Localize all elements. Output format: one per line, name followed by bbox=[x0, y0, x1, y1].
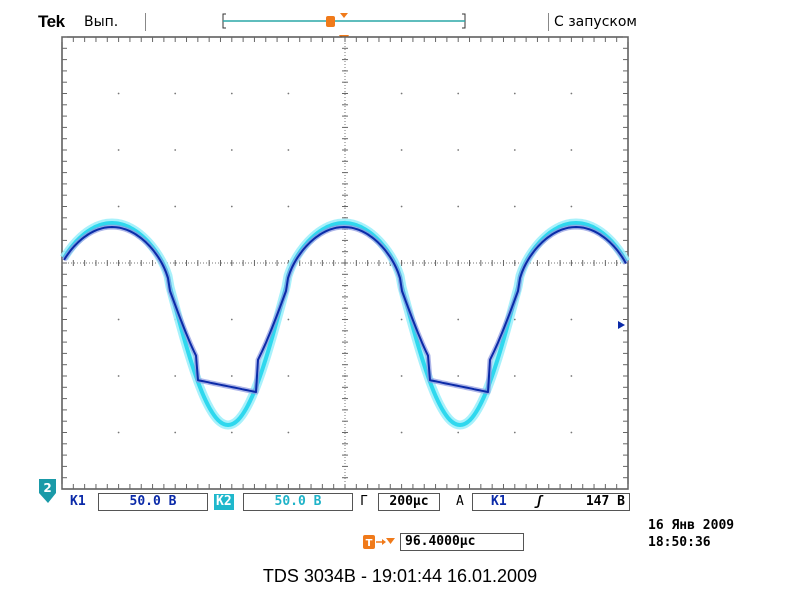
timebase-value[interactable]: 200μс bbox=[378, 493, 440, 511]
svg-text:2: 2 bbox=[43, 481, 51, 495]
record-position-bar[interactable] bbox=[222, 10, 472, 34]
graticule-grid bbox=[61, 36, 629, 489]
header-divider bbox=[548, 13, 549, 31]
ch1-waveform bbox=[61, 224, 629, 395]
trigger-source: К1 bbox=[491, 494, 507, 509]
trigger-label: А bbox=[456, 494, 464, 509]
timebase-label: Г bbox=[360, 494, 368, 509]
ch1-scale[interactable]: 50.0 В bbox=[98, 493, 208, 511]
ch1-level-arrow bbox=[618, 321, 625, 329]
svg-text:T: T bbox=[366, 538, 373, 549]
trigger-slope-icon: ʃ bbox=[535, 494, 543, 509]
trigger-mode: С запуском bbox=[554, 14, 637, 30]
record-position-indicator bbox=[326, 16, 335, 27]
screen-date: 16 Янв 2009 bbox=[648, 518, 735, 533]
ch2-label: К2 bbox=[214, 494, 234, 510]
ch2-ground-marker[interactable]: 2 bbox=[38, 477, 60, 507]
brand-logo: Tek bbox=[38, 12, 65, 31]
waveform-display[interactable] bbox=[60, 35, 630, 491]
delay-value[interactable]: 96.4000μс bbox=[400, 533, 524, 551]
ch1-label: К1 bbox=[70, 494, 86, 509]
acquisition-status: Вып. bbox=[84, 14, 119, 30]
header-divider bbox=[145, 13, 146, 31]
capture-caption: TDS 3034B - 19:01:44 16.01.2009 bbox=[262, 566, 538, 586]
trigger-level: 147 В bbox=[585, 494, 625, 509]
trigger-readout[interactable]: К1 ʃ 147 В bbox=[472, 493, 630, 511]
ch2-scale[interactable]: 50.0 В bbox=[243, 493, 353, 511]
screen-time: 18:50:36 bbox=[648, 535, 711, 550]
delay-icon: T bbox=[363, 535, 395, 549]
